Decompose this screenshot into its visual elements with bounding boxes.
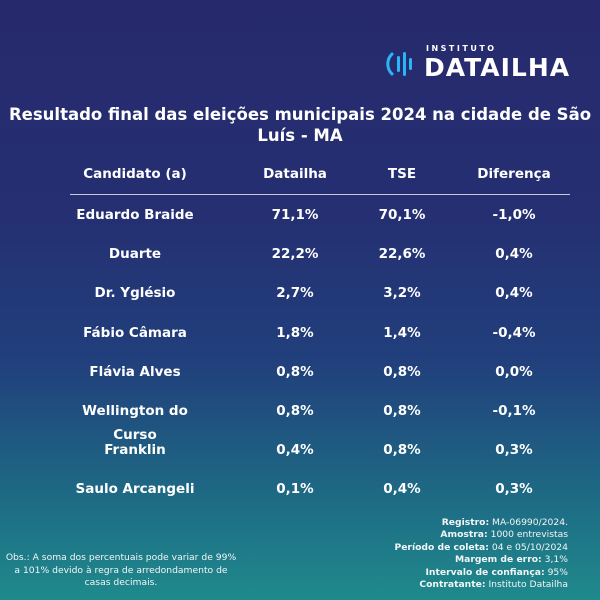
candidate-name: Wellington do Curso [82, 403, 188, 443]
difference-value: -0,4% [492, 324, 536, 341]
tse-value: 0,8% [383, 363, 421, 380]
table-row: Wellington do Curso 0,8% 0,8% -0,1% [0, 399, 600, 443]
difference-value: -0,1% [492, 403, 536, 419]
survey-metadata: Registro: MA-06990/2024. Amostra: 1000 en… [394, 517, 568, 591]
datailha-value: 0,4% [276, 442, 314, 459]
tse-value: 70,1% [378, 207, 426, 223]
footnote-obs: Obs.: A soma dos percentuais pode variar… [5, 552, 237, 588]
meta-value: 04 e 05/10/2024 [491, 541, 568, 553]
meta-line: Intervalo de confiança: 95% [394, 567, 568, 579]
difference-value: 0,3% [495, 442, 533, 459]
table-row: Saulo Arcangeli 0,1% 0,4% 0,3% [0, 477, 600, 501]
meta-line: Margem de erro: 3,1% [394, 554, 568, 566]
meta-line: Período de coleta: 04 e 05/10/2024 [394, 542, 568, 554]
candidate-name: Eduardo Braide [76, 207, 194, 223]
datailha-value: 71,1% [271, 207, 319, 223]
brand-logo: INSTITUTO DATAILHA [384, 44, 584, 84]
difference-value: 0,4% [495, 285, 533, 302]
tse-value: 3,2% [383, 285, 421, 302]
tse-value: 0,4% [383, 481, 421, 498]
meta-value: 95% [547, 566, 568, 578]
meta-line: Amostra: 1000 entrevistas [394, 529, 568, 541]
table-row: Duarte 22,2% 22,6% 0,4% [0, 242, 600, 266]
sound-wave-logo-icon [386, 52, 412, 76]
tse-value: 0,8% [383, 442, 421, 459]
candidate-name: Duarte [108, 246, 162, 263]
tse-value: 1,4% [383, 324, 421, 341]
difference-value: 0,3% [495, 481, 533, 498]
meta-label: Amostra: [440, 529, 488, 541]
table-row: Fábio Câmara 1,8% 1,4% -0,4% [0, 321, 600, 345]
candidate-name: Franklin [104, 442, 166, 459]
meta-value: MA-06990/2024. [492, 517, 568, 528]
meta-line: Registro: MA-06990/2024. [394, 517, 568, 529]
meta-label: Intervalo de confiança: [425, 566, 545, 578]
candidate-name: Dr. Yglésio [94, 285, 176, 302]
datailha-value: 22,2% [271, 246, 319, 263]
column-header-tse: TSE [387, 166, 417, 182]
tse-value: 22,6% [378, 246, 426, 263]
page-title: Resultado final das eleições municipais … [8, 105, 592, 145]
datailha-value: 0,1% [276, 481, 314, 498]
meta-label: Margem de erro: [454, 554, 542, 566]
brand-name: DATAILHA [424, 53, 571, 82]
meta-label: Período de coleta: [394, 541, 489, 553]
header-divider [70, 194, 570, 195]
candidate-name: Saulo Arcangeli [75, 481, 195, 498]
difference-value: 0,0% [495, 363, 533, 380]
table-row: Flávia Alves 0,8% 0,8% 0,0% [0, 360, 600, 384]
difference-value: -1,0% [492, 207, 536, 223]
meta-label: Registro: [441, 517, 490, 528]
meta-value: 3,1% [544, 554, 568, 566]
tse-value: 0,8% [383, 403, 421, 419]
datailha-value: 2,7% [276, 285, 314, 302]
column-header-difference: Diferença [477, 166, 551, 182]
column-header-datailha: Datailha [263, 166, 327, 182]
brand-small-label: INSTITUTO [426, 44, 497, 53]
candidate-name: Fábio Câmara [83, 324, 187, 341]
meta-line: Contratante: Instituto Datailha [394, 579, 568, 591]
meta-value: 1000 entrevistas [490, 529, 568, 541]
column-header-candidate: Candidato (a) [83, 166, 187, 182]
meta-value: Instituto Datailha [488, 579, 568, 591]
table-row: Franklin 0,4% 0,8% 0,3% [0, 438, 600, 462]
difference-value: 0,4% [495, 246, 533, 263]
datailha-value: 0,8% [276, 403, 314, 419]
datailha-value: 1,8% [276, 324, 314, 341]
table-row: Eduardo Braide 71,1% 70,1% -1,0% [0, 203, 600, 227]
meta-label: Contratante: [419, 579, 486, 591]
datailha-value: 0,8% [276, 363, 314, 380]
table-row: Dr. Yglésio 2,7% 3,2% 0,4% [0, 281, 600, 305]
candidate-name: Flávia Alves [89, 363, 181, 380]
